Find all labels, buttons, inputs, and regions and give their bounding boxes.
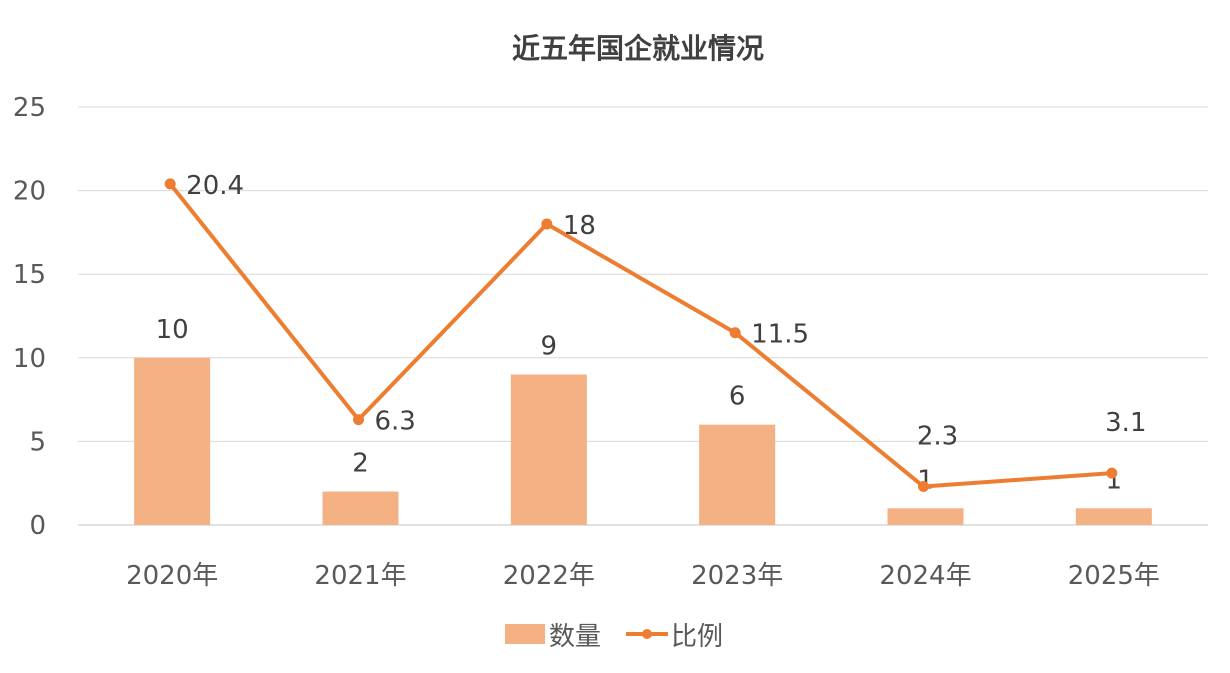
x-tick-label: 2022年	[503, 561, 595, 591]
x-tick-label: 2023年	[691, 561, 783, 591]
bar	[699, 424, 776, 525]
line-data-label: 3.1	[1105, 408, 1146, 438]
line-marker	[729, 327, 741, 339]
line-data-label: 2.3	[917, 422, 958, 452]
legend-label-bar: 数量	[549, 622, 601, 652]
legend-swatch-bar	[505, 624, 545, 644]
line-marker	[1106, 467, 1118, 479]
bar	[1075, 508, 1152, 525]
bar	[322, 491, 399, 525]
y-tick-label: 0	[29, 511, 46, 541]
bar	[134, 357, 211, 525]
y-tick-label: 20	[13, 177, 46, 207]
line-data-label: 11.5	[751, 320, 809, 350]
bar-data-label: 6	[729, 382, 746, 412]
line-marker	[918, 481, 929, 493]
bar	[510, 374, 587, 525]
line-data-labels: 20.4 6.3 18 11.5 2.3 3.1	[186, 171, 1146, 452]
y-axis-ticks: 0 5 10 15 20 25	[13, 93, 46, 541]
legend: 数量 比例	[505, 622, 723, 652]
bar-data-label: 10	[156, 315, 189, 345]
legend-label-line: 比例	[671, 622, 723, 652]
y-tick-label: 25	[13, 93, 46, 123]
x-tick-label: 2021年	[314, 561, 406, 591]
y-tick-label: 15	[13, 260, 46, 290]
x-tick-label: 2020年	[126, 561, 218, 591]
line-marker	[353, 414, 364, 426]
line-data-label: 18	[563, 211, 596, 241]
bar-data-label: 2	[352, 449, 369, 479]
line-data-label: 20.4	[186, 171, 244, 201]
legend-swatch-marker	[642, 629, 652, 639]
line-marker	[541, 218, 553, 230]
line-series	[164, 178, 1118, 493]
y-tick-label: 5	[29, 427, 46, 457]
bar	[887, 508, 964, 525]
line-marker	[164, 178, 176, 190]
chart-title: 近五年国企就业情况	[512, 32, 764, 65]
y-tick-label: 10	[13, 344, 46, 374]
x-tick-label: 2024年	[879, 561, 971, 591]
x-axis-ticks: 2020年 2021年 2022年 2023年 2024年 2025年	[126, 561, 1160, 591]
x-tick-label: 2025年	[1068, 561, 1160, 591]
line-data-label: 6.3	[375, 407, 416, 437]
bar-series	[134, 357, 1152, 525]
bar-data-label: 9	[541, 332, 558, 362]
gridlines	[78, 106, 1208, 526]
line-path	[168, 182, 1112, 489]
